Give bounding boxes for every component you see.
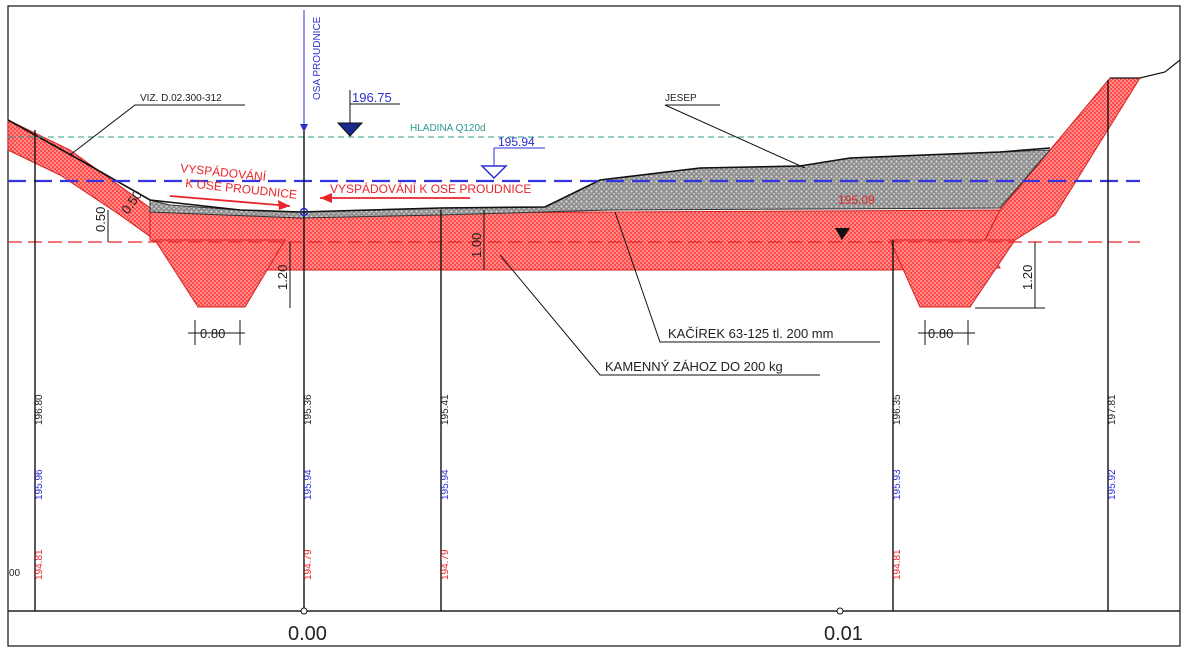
station-4-bottom: 194.81 [892,549,903,580]
station-2-bottom: 194.79 [303,549,314,580]
dim-120-left-label: 1.20 [275,265,290,290]
axis-point [299,207,309,217]
flow-axis-arrowhead [300,124,308,132]
level-right-label: 195.09 [838,193,875,207]
station-5-mid: 195.92 [1107,469,1118,500]
level-water-marker [480,165,508,180]
station-4-values: 196.35 195.93 194.81 [892,394,903,580]
station-5-top: 197.81 [1107,394,1118,425]
station-2-mid: 195.94 [303,469,314,500]
station-1-top: 196.80 [34,394,45,425]
station-1-values: 196.80 195.96 194.81 [34,394,45,580]
station-3-values: 195.41 195.94 194.79 [440,394,451,580]
level-top-marker [336,122,364,137]
level-top-label: 196.75 [352,90,392,105]
axis-label-000: 0.00 [288,623,327,645]
station-3-mid: 195.94 [440,469,451,500]
dim-050a-label: 0.50 [93,207,108,232]
kamenny-label: KAMENNÝ ZÁHOZ DO 200 kg [605,359,783,374]
drawing-frame [7,5,1181,647]
slope-mid-label: VYSPÁDOVÁNÍ K OSE PROUDNICE [330,181,531,196]
dim-100-label: 1.00 [469,233,484,258]
slope-arrow-left [169,195,291,207]
left-toe [154,239,286,308]
level-water-label: 195.94 [498,135,535,149]
jesep-label: JESEP [665,93,697,104]
axis-tick-001 [836,607,844,615]
station-1-bottom: 194.81 [34,549,45,580]
dim-080-right-label: 0.80 [928,326,953,341]
jesep-leader [664,104,806,169]
station-1-mid: 195.96 [34,469,45,500]
left-slope-revetment [7,119,161,241]
hladina-label: HLADINA Q120d [410,123,486,134]
station-4-mid: 195.93 [892,469,903,500]
level-right-marker [835,228,850,240]
dim-080-left-label: 0.80 [200,326,225,341]
kamenny-leader [499,254,820,376]
station-2-values: 195.36 195.94 194.79 [303,394,314,580]
left-edge-label: 00 [9,568,21,579]
station-4-top: 196.35 [892,394,903,425]
kacirek-label: KAČÍREK 63-125 tl. 200 mm [668,326,833,341]
station-5-values: 197.81 195.92 [1107,394,1118,500]
station-3-bottom: 194.79 [440,549,451,580]
axis-label-001: 0.01 [824,623,863,645]
terrain-right [1110,59,1181,79]
axis-flow-label: OSA PROUDNICE [312,16,323,100]
slope-arrowhead-mid [320,193,332,203]
station-2-top: 195.36 [303,394,314,425]
ref-left-leader [69,104,245,156]
kacirek-leader [614,211,880,343]
station-3-top: 195.41 [440,394,451,425]
axis-tick-000 [300,607,308,615]
right-toe [889,239,1016,308]
ref-left-label: VIZ. D.02.300-312 [140,93,222,104]
terrain-line [7,119,1051,213]
slope-arrowhead-left [278,200,290,210]
dim-120-right-label: 1.20 [1020,265,1035,290]
